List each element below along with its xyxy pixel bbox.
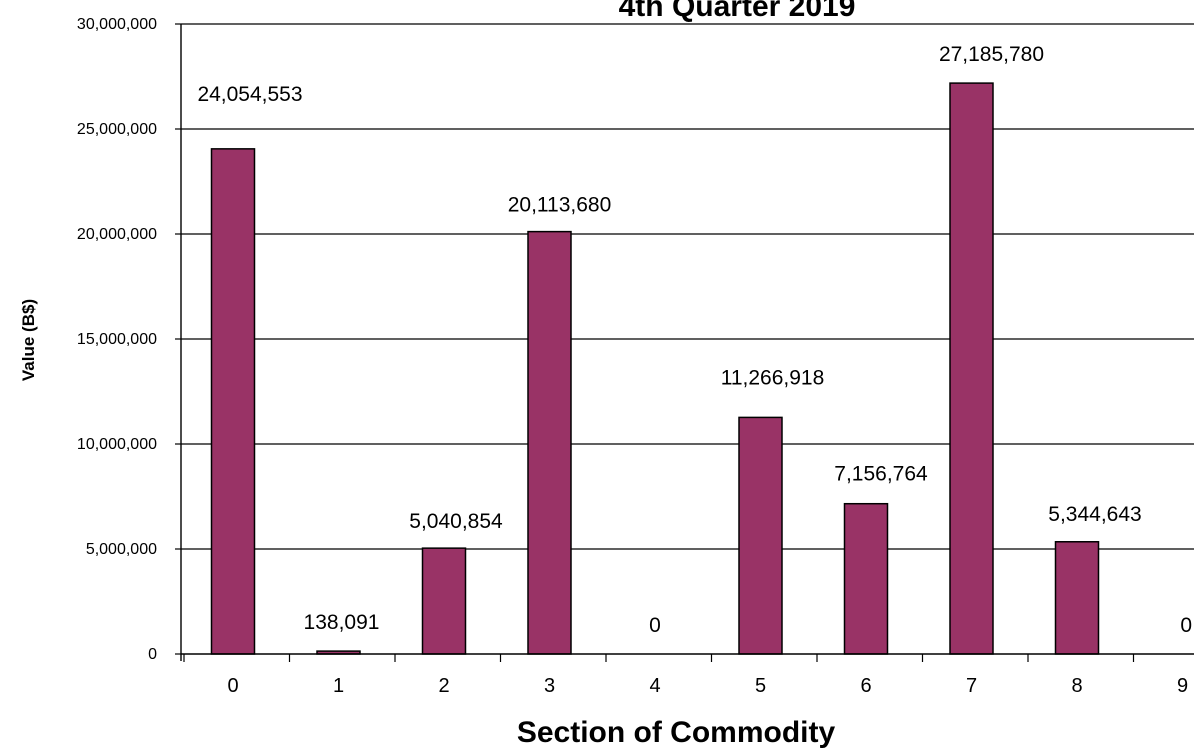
gridlines: [181, 23, 1194, 550]
bars: [210, 82, 1100, 655]
x-tick-label: 1: [333, 675, 344, 697]
x-tick-label: 7: [966, 675, 977, 697]
y-tick-label: 25,000,000: [77, 121, 157, 138]
data-label: 5,344,643: [1048, 503, 1141, 526]
data-label: 7,156,764: [834, 463, 928, 486]
x-tick-label: 2: [438, 675, 449, 697]
y-tick-label: 5,000,000: [86, 541, 157, 558]
x-tick-label: 9: [1177, 675, 1188, 697]
data-label: 20,113,680: [508, 194, 612, 217]
y-tick-label: 15,000,000: [77, 331, 157, 348]
data-label: 0: [649, 614, 661, 637]
data-label: 0: [1180, 614, 1192, 637]
axes: [175, 23, 1194, 662]
chart-title: 4th Quarter 2019: [619, 0, 856, 23]
y-tick-label: 10,000,000: [77, 436, 157, 453]
x-tick-label: 0: [227, 675, 238, 697]
x-tick-label: 5: [755, 675, 766, 697]
x-tick-label: 3: [544, 675, 555, 697]
data-label: 5,040,854: [409, 510, 503, 533]
labels: 0 5,000,000 10,000,000 15,000,000 20,000,000…: [77, 16, 1192, 697]
bar-3: [527, 230, 572, 655]
bar-8: [1054, 541, 1100, 655]
x-tick-label: 4: [649, 675, 660, 697]
bar-7: [949, 82, 994, 655]
bar-2: [421, 547, 467, 655]
data-label: 27,185,780: [939, 43, 1044, 66]
x-tick-label: 6: [860, 675, 871, 697]
y-tick-label: 30,000,000: [77, 16, 157, 33]
data-label: 24,054,553: [197, 83, 302, 106]
data-label: 138,091: [304, 611, 380, 634]
bar-6: [843, 502, 889, 655]
y-axis-title: Value (B$): [19, 299, 38, 381]
y-tick-label: 20,000,000: [77, 226, 157, 243]
data-label: 11,266,918: [721, 366, 825, 389]
bar-5: [738, 416, 783, 655]
x-axis-title: Section of Commodity: [517, 716, 836, 749]
x-tick-label: 8: [1071, 675, 1082, 697]
bar-0: [210, 148, 256, 655]
y-tick-label: 0: [148, 646, 157, 663]
